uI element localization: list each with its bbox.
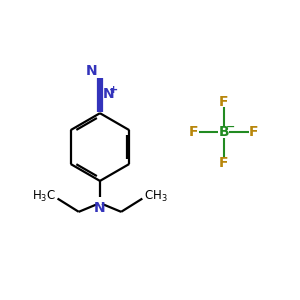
Text: B: B bbox=[218, 125, 229, 139]
Text: F: F bbox=[219, 156, 228, 170]
Text: N: N bbox=[102, 87, 114, 101]
Text: N: N bbox=[94, 201, 106, 215]
Text: −: − bbox=[225, 122, 235, 131]
Text: F: F bbox=[219, 95, 228, 109]
Text: F: F bbox=[249, 125, 259, 139]
Text: +: + bbox=[109, 85, 118, 94]
Text: F: F bbox=[188, 125, 198, 139]
Text: H$_3$C: H$_3$C bbox=[32, 189, 56, 204]
Text: CH$_3$: CH$_3$ bbox=[144, 189, 167, 204]
Text: N: N bbox=[86, 64, 98, 78]
